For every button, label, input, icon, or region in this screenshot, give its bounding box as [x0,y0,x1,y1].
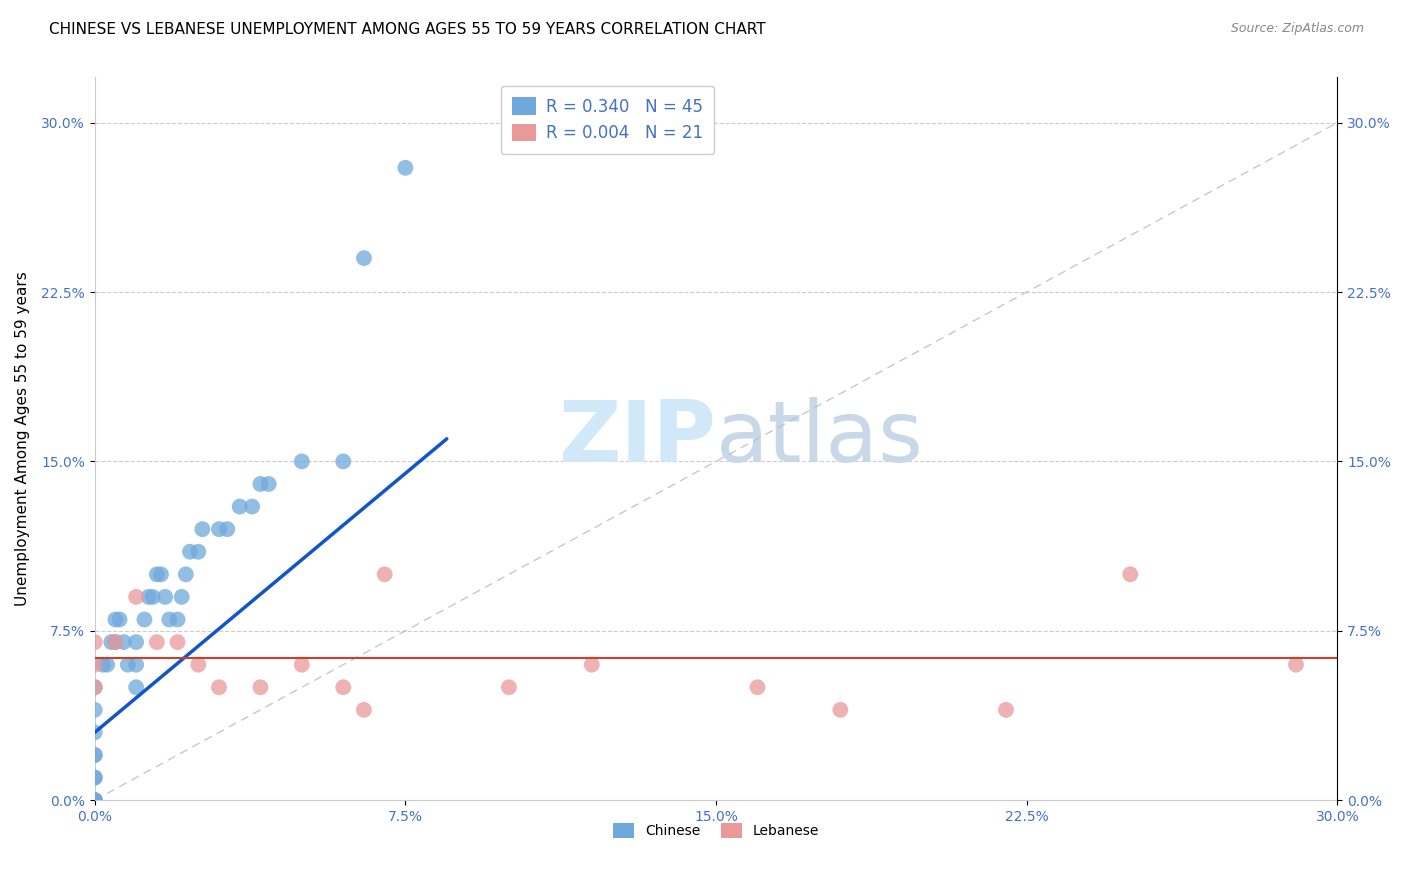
Point [1285,657,1308,672]
Point [498,680,520,694]
Point [249,477,271,491]
Point [291,454,314,468]
Point [83,793,105,807]
Point [83,657,105,672]
Point [104,635,127,649]
Point [291,657,314,672]
Point [581,657,603,672]
Point [240,500,263,514]
Point [104,613,127,627]
Point [332,680,354,694]
Legend: Chinese, Lebanese: Chinese, Lebanese [607,818,825,844]
Point [174,567,197,582]
Point [125,657,148,672]
Point [187,545,209,559]
Point [157,613,180,627]
Point [83,747,105,762]
Point [83,680,105,694]
Point [166,635,188,649]
Point [374,567,396,582]
Point [83,703,105,717]
Point [146,635,169,649]
Point [332,454,354,468]
Point [747,680,769,694]
Point [125,635,148,649]
Point [394,161,416,175]
Point [83,747,105,762]
Point [153,590,176,604]
Point [142,590,165,604]
Point [83,793,105,807]
Point [96,657,118,672]
Point [149,567,172,582]
Point [125,680,148,694]
Point [208,680,231,694]
Point [830,703,852,717]
Y-axis label: Unemployment Among Ages 55 to 59 years: Unemployment Among Ages 55 to 59 years [15,271,30,607]
Point [170,590,193,604]
Point [353,703,375,717]
Point [91,657,114,672]
Text: Source: ZipAtlas.com: Source: ZipAtlas.com [1230,22,1364,36]
Text: CHINESE VS LEBANESE UNEMPLOYMENT AMONG AGES 55 TO 59 YEARS CORRELATION CHART: CHINESE VS LEBANESE UNEMPLOYMENT AMONG A… [49,22,766,37]
Point [353,251,375,265]
Text: atlas: atlas [716,397,924,480]
Point [191,522,214,536]
Point [83,635,105,649]
Point [166,613,188,627]
Point [83,771,105,785]
Point [257,477,280,491]
Point [83,680,105,694]
Point [104,635,127,649]
Point [995,703,1018,717]
Point [179,545,201,559]
Point [117,657,139,672]
Point [1119,567,1142,582]
Point [83,771,105,785]
Point [112,635,135,649]
Point [125,590,148,604]
Point [83,793,105,807]
Point [187,657,209,672]
Point [134,613,156,627]
Point [228,500,250,514]
Point [217,522,239,536]
Point [138,590,160,604]
Point [108,613,131,627]
Point [83,725,105,739]
Text: ZIP: ZIP [558,397,716,480]
Point [249,680,271,694]
Point [83,793,105,807]
Point [208,522,231,536]
Point [146,567,169,582]
Point [100,635,122,649]
